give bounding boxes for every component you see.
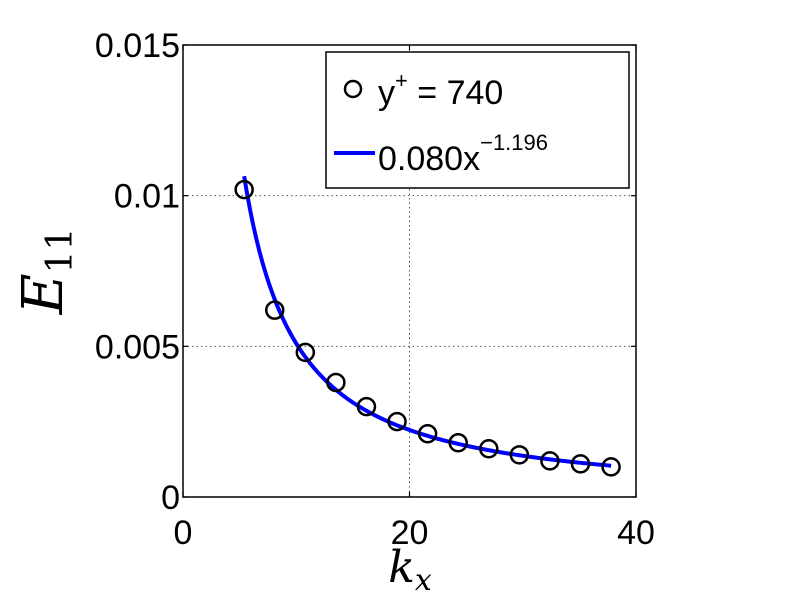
data-point-1 (264, 300, 285, 320)
data-point-7 (448, 433, 468, 453)
y-tick-label-0: 0 (161, 479, 180, 517)
legend-entry-points: y+ = 740 (378, 68, 503, 112)
data-point-3 (326, 372, 346, 393)
y-tick-label-2: 0.01 (114, 178, 180, 216)
x-tick-label-0: 0 (174, 514, 193, 552)
legend-entry-points-base: y (378, 74, 395, 112)
x-tick-label-2: 40 (617, 514, 655, 552)
fit-line (242, 175, 612, 468)
data-point-4 (356, 396, 377, 417)
legend-marker-circle (343, 79, 363, 99)
data-point-2 (295, 342, 316, 363)
y-tick-label-1: 0.005 (95, 328, 180, 366)
data-point-12 (601, 457, 621, 477)
axes (182, 44, 637, 498)
svg-text:kx: kx (388, 542, 432, 592)
legend-entry-fit-sup: −1.196 (480, 130, 548, 155)
x-axis-label-sub: x (415, 563, 432, 592)
legend-entry-fit-base: 0.080x (378, 140, 480, 178)
legend: y+ = 740 0.080x−1.196 (325, 51, 630, 189)
data-points-series (234, 179, 621, 477)
svg-text:E11: E11 (11, 228, 81, 316)
legend-box (325, 51, 630, 189)
fit-line-series (242, 175, 612, 468)
y-axis-label: E11 (11, 228, 81, 316)
x-axis-label-base: k (388, 542, 415, 592)
data-point-0 (234, 179, 254, 200)
data-point-5 (387, 411, 407, 432)
x-tick-label-1: 20 (391, 514, 429, 552)
legend-entry-fit: 0.080x−1.196 (378, 130, 548, 178)
data-point-6 (417, 423, 438, 444)
data-point-11 (570, 454, 591, 474)
x-axis-label: kx (388, 542, 432, 592)
legend-entry-points-rest: = 740 (408, 74, 503, 112)
y-axis-label-sub: 11 (40, 228, 81, 274)
data-point-8 (479, 439, 499, 459)
tick-labels: 0 20 40 0 0.005 0.01 0.015 (95, 27, 655, 552)
data-point-10 (540, 451, 560, 471)
legend-entry-points-sup: + (395, 68, 408, 93)
y-axis-label-base: E (11, 273, 76, 315)
data-point-9 (509, 445, 530, 465)
y-tick-label-3: 0.015 (95, 27, 180, 65)
